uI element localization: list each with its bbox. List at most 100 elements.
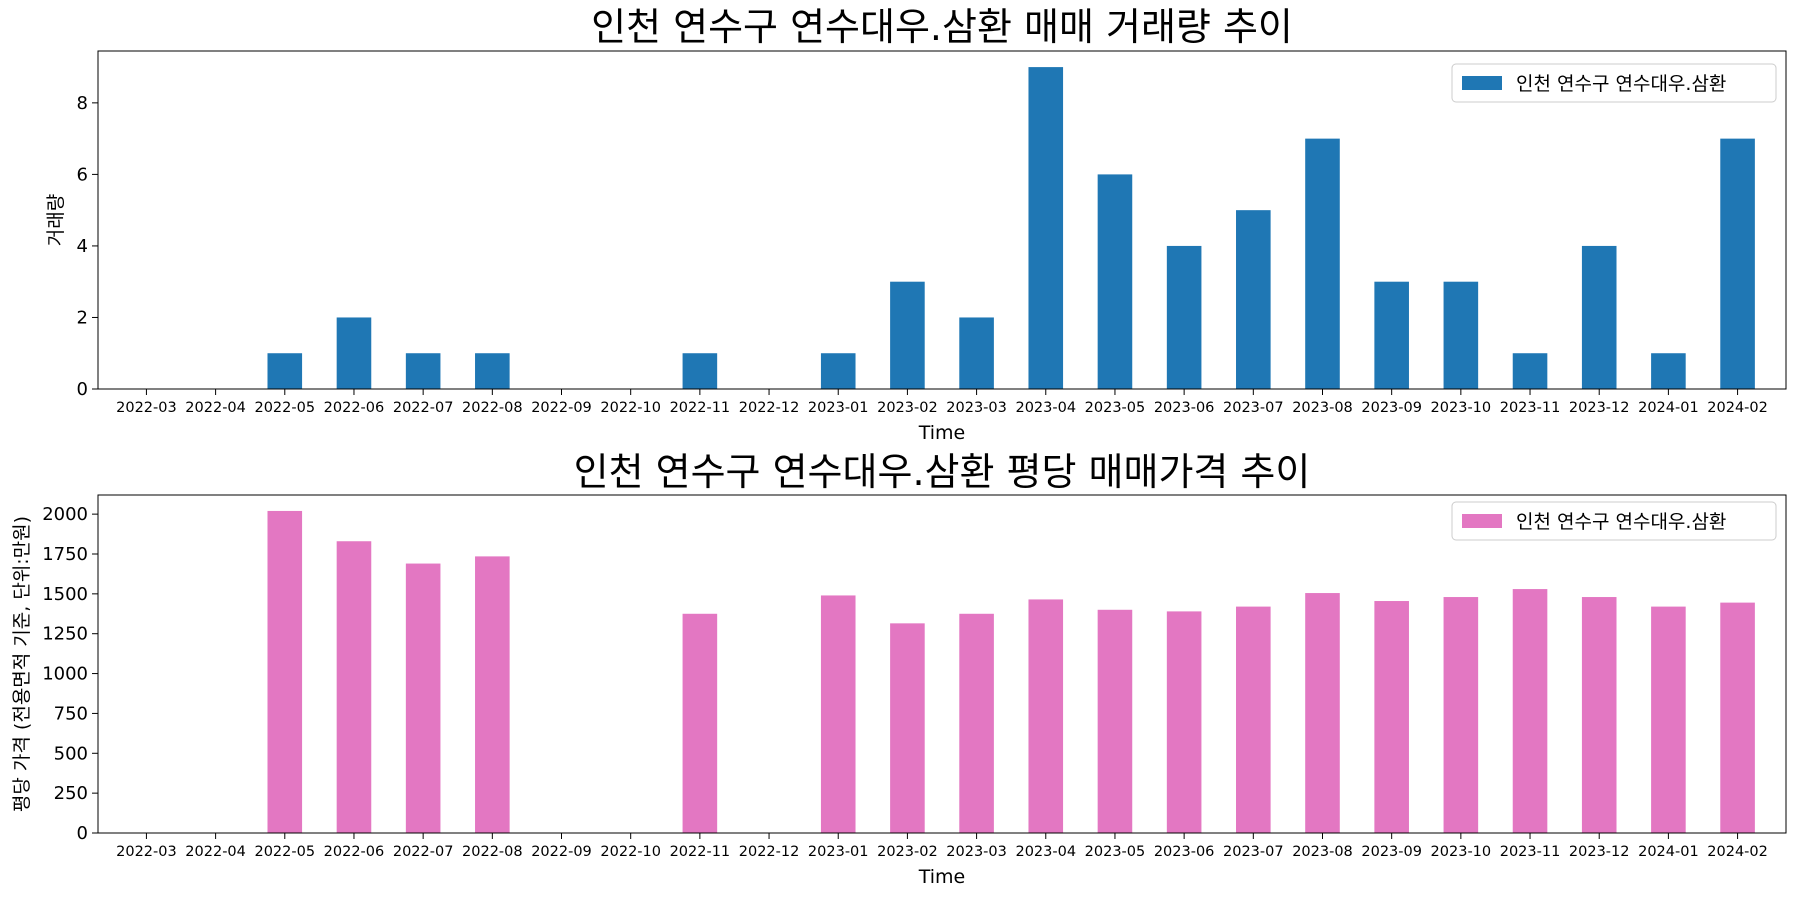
- x-tick-label: 2023-11: [1500, 400, 1561, 416]
- bar-2023-12: [1581, 597, 1617, 833]
- bar-2022-07: [405, 353, 441, 389]
- x-tick-label: 2022-07: [393, 844, 454, 860]
- bar-2023-06: [1166, 611, 1202, 833]
- x-tick-label: 2024-02: [1707, 844, 1768, 860]
- axes-frame: [97, 50, 1787, 390]
- x-tick-label: 2022-06: [324, 844, 385, 860]
- x-tick-label: 2022-04: [185, 400, 246, 416]
- bar-2023-10: [1443, 597, 1479, 833]
- x-tick-label: 2022-06: [324, 400, 385, 416]
- x-tick-label: 2022-10: [600, 844, 661, 860]
- x-tick-label: 2023-01: [808, 844, 869, 860]
- y-tick-label: 250: [54, 783, 88, 804]
- bar-2023-11: [1512, 589, 1548, 833]
- bar-2022-05: [267, 510, 303, 833]
- bar-2023-05: [1097, 174, 1133, 389]
- legend-swatch: [1462, 76, 1502, 90]
- x-tick-label: 2022-04: [185, 844, 246, 860]
- axes-frame: [97, 494, 1787, 834]
- bar-2022-08: [475, 556, 510, 833]
- bar-2024-02: [1720, 138, 1755, 389]
- bar-2022-11: [682, 613, 718, 833]
- bar-2023-07: [1236, 210, 1271, 389]
- legend-label: 인천 연수구 연수대우.삼환: [1516, 511, 1726, 533]
- x-tick-label: 2022-12: [739, 400, 800, 416]
- y-tick-label: 1500: [42, 584, 88, 605]
- bar-2022-05: [267, 353, 303, 389]
- chart-panel-1: 인천 연수구 연수대우.삼환 매매 거래량 추이 0 2 4 6 8 2022-03 2022…: [45, 5, 1787, 444]
- bar-2023-12: [1581, 245, 1617, 389]
- bar-2023-08: [1305, 138, 1340, 389]
- x-tick-label: 2023-05: [1085, 844, 1146, 860]
- x-tick-label: 2023-03: [946, 400, 1007, 416]
- x-axis-label: Time: [918, 866, 966, 888]
- x-tick-label: 2022-05: [254, 400, 315, 416]
- x-tick-label: 2022-08: [462, 400, 523, 416]
- x-tick-label: 2023-01: [808, 400, 869, 416]
- bar-2023-09: [1374, 601, 1409, 833]
- x-tick-label: 2023-10: [1431, 844, 1492, 860]
- x-tick-label: 2022-10: [600, 400, 661, 416]
- y-tick-label: 750: [54, 703, 88, 724]
- bar-2023-09: [1374, 281, 1409, 389]
- y-tick-label: 2000: [42, 504, 88, 525]
- bar-2023-11: [1512, 353, 1548, 389]
- legend-swatch: [1462, 514, 1502, 528]
- legend: 인천 연수구 연수대우.삼환: [1451, 63, 1777, 103]
- x-axis-label: Time: [918, 422, 966, 444]
- x-tick-label: 2023-03: [946, 844, 1007, 860]
- x-tick-label: 2023-08: [1292, 400, 1353, 416]
- x-tick-label: 2022-05: [254, 844, 315, 860]
- bar-2023-04: [1028, 67, 1064, 389]
- y-tick-label: 0: [77, 823, 88, 844]
- x-tick-label: 2023-08: [1292, 844, 1353, 860]
- legend-label: 인천 연수구 연수대우.삼환: [1516, 73, 1726, 95]
- y-tick-label: 6: [77, 164, 88, 185]
- x-tick-label: 2023-02: [877, 400, 938, 416]
- y-tick-label: 1250: [42, 624, 88, 645]
- bar-2024-02: [1720, 602, 1755, 833]
- y-tick-label: 2: [77, 307, 88, 328]
- x-tick-label: 2022-12: [739, 844, 800, 860]
- bar-2023-04: [1028, 599, 1064, 833]
- x-tick-label: 2023-07: [1223, 844, 1284, 860]
- x-tick-label: 2023-09: [1361, 844, 1422, 860]
- bar-2022-06: [336, 317, 372, 389]
- chart-title: 인천 연수구 연수대우.삼환 평당 매매가격 추이: [574, 450, 1311, 494]
- y-axis-label: 평당 가격 (전용면적 기준, 단위:만원): [11, 516, 33, 812]
- bar-2023-07: [1236, 606, 1271, 833]
- x-tick-label: 2022-11: [670, 400, 731, 416]
- x-tick-label: 2022-11: [670, 844, 731, 860]
- bar-2023-02: [890, 623, 925, 833]
- bar-2023-01: [820, 353, 856, 389]
- bar-2022-08: [475, 353, 510, 389]
- x-tick-label: 2023-06: [1154, 844, 1215, 860]
- x-tick-label: 2023-09: [1361, 400, 1422, 416]
- bar-2023-10: [1443, 281, 1479, 389]
- x-tick-label: 2022-07: [393, 400, 454, 416]
- bar-2023-06: [1166, 245, 1202, 389]
- bar-2023-02: [890, 281, 925, 389]
- y-tick-label: 500: [54, 743, 88, 764]
- y-tick-label: 1750: [42, 544, 88, 565]
- x-tick-label: 2023-05: [1085, 400, 1146, 416]
- x-tick-label: 2024-01: [1638, 400, 1699, 416]
- y-tick-label: 1000: [42, 664, 88, 685]
- x-tick-label: 2023-06: [1154, 400, 1215, 416]
- x-tick-label: 2023-12: [1569, 400, 1630, 416]
- bar-2024-01: [1651, 606, 1686, 833]
- bar-2023-03: [959, 613, 994, 833]
- bar-2023-08: [1305, 593, 1340, 833]
- x-tick-label: 2023-07: [1223, 400, 1284, 416]
- legend-box: [1451, 501, 1777, 541]
- x-tick-label: 2023-04: [1015, 400, 1076, 416]
- legend-box: [1451, 63, 1777, 103]
- x-tick-label: 2022-08: [462, 844, 523, 860]
- y-tick-label: 4: [77, 236, 88, 257]
- x-tick-label: 2023-10: [1431, 400, 1492, 416]
- chart-title: 인천 연수구 연수대우.삼환 매매 거래량 추이: [591, 5, 1293, 49]
- chart-panel-2: 인천 연수구 연수대우.삼환 평당 매매가격 추이 0 250 500 750 1000 1…: [11, 450, 1787, 888]
- bar-2023-01: [820, 595, 856, 833]
- y-tick-label: 8: [77, 93, 88, 114]
